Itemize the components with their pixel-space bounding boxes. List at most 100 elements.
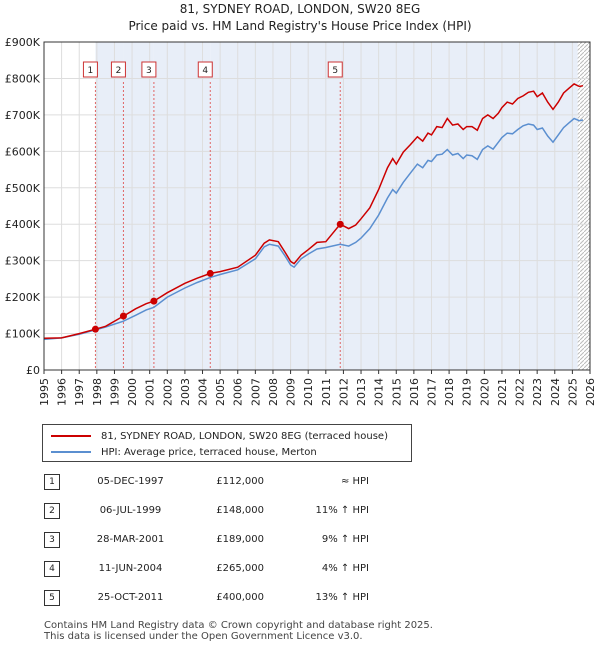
x-tick-label: 2003 xyxy=(179,378,192,406)
transaction-number-label: 5 xyxy=(332,66,338,76)
legend-label-hpi: HPI: Average price, terraced house, Mert… xyxy=(101,446,317,458)
table-row: 3 28-MAR-2001 £189,000 9% ↑ HPI xyxy=(42,532,382,561)
footer-line-copyright: Contains HM Land Registry data © Crown c… xyxy=(44,620,433,631)
x-tick-label: 2011 xyxy=(320,378,333,406)
x-tick-label: 2017 xyxy=(425,378,438,406)
x-tick-label: 2021 xyxy=(496,378,509,406)
chart-legend: 81, SYDNEY ROAD, LONDON, SW20 8EG (terra… xyxy=(42,424,412,462)
transaction-marker-badge: 3 xyxy=(44,532,60,548)
transaction-price: £148,000 xyxy=(216,505,264,516)
y-tick-label: £500K xyxy=(5,182,41,195)
x-tick-label: 2023 xyxy=(531,378,544,406)
x-tick-label: 2015 xyxy=(390,378,403,406)
x-tick-label: 2010 xyxy=(302,378,315,406)
transaction-date: 05-DEC-1997 xyxy=(97,476,164,487)
footer-credits: Contains HM Land Registry data © Crown c… xyxy=(44,620,433,642)
table-row: 4 11-JUN-2004 £265,000 4% ↑ HPI xyxy=(42,561,382,590)
x-tick-label: 2006 xyxy=(232,378,245,406)
x-tick-label: 2016 xyxy=(408,378,421,406)
legend-item-hpi: HPI: Average price, terraced house, Mert… xyxy=(51,445,317,459)
x-tick-label: 1996 xyxy=(56,378,69,406)
legend-item-property: 81, SYDNEY ROAD, LONDON, SW20 8EG (terra… xyxy=(51,429,388,443)
y-tick-label: £900K xyxy=(5,36,41,49)
transaction-price: £400,000 xyxy=(216,592,264,603)
transaction-hpi-comparison: 4% ↑ HPI xyxy=(321,563,369,574)
x-tick-label: 2009 xyxy=(285,378,298,406)
y-tick-label: £100K xyxy=(5,328,41,341)
y-tick-label: £200K xyxy=(5,291,41,304)
transaction-hpi-comparison: ≈ HPI xyxy=(340,476,369,487)
ownership-band xyxy=(95,42,124,370)
transaction-point xyxy=(150,297,158,305)
transaction-number-box xyxy=(141,61,157,78)
transaction-date: 25-OCT-2011 xyxy=(97,592,164,603)
transaction-number-box xyxy=(82,61,98,78)
ownership-band xyxy=(210,42,341,370)
transaction-number-box xyxy=(327,61,343,78)
table-row: 1 05-DEC-1997 £112,000 ≈ HPI xyxy=(42,474,382,503)
chart-subtitle: Price paid vs. HM Land Registry's House … xyxy=(128,19,471,33)
series-line-hpi xyxy=(43,117,584,341)
ownership-band xyxy=(340,42,578,370)
ownership-band xyxy=(123,42,154,370)
legend-label-property: 81, SYDNEY ROAD, LONDON, SW20 8EG (terra… xyxy=(101,430,388,442)
transaction-date: 28-MAR-2001 xyxy=(96,534,165,545)
transaction-point xyxy=(336,220,344,228)
future-hatch-area xyxy=(577,42,590,370)
plot-frame xyxy=(43,41,591,371)
x-tick-label: 2019 xyxy=(461,378,474,406)
x-tick-label: 2014 xyxy=(373,378,386,406)
y-tick-label: £700K xyxy=(5,109,41,122)
transaction-point xyxy=(206,269,214,277)
transaction-marker-badge: 2 xyxy=(44,503,60,519)
ownership-band xyxy=(153,42,211,370)
transaction-number-label: 3 xyxy=(146,66,152,76)
x-tick-label: 2000 xyxy=(126,378,139,406)
transaction-point xyxy=(91,325,99,333)
transaction-marker-badge: 4 xyxy=(44,561,60,577)
x-tick-label: 2007 xyxy=(249,378,262,406)
transaction-price: £265,000 xyxy=(216,563,264,574)
y-tick-label: £300K xyxy=(5,255,41,268)
y-tick-label: £400K xyxy=(5,218,41,231)
y-tick-label: £0 xyxy=(26,364,40,377)
x-tick-label: 2013 xyxy=(355,378,368,406)
x-tick-label: 2008 xyxy=(267,378,280,406)
table-row: 2 06-JUL-1999 £148,000 11% ↑ HPI xyxy=(42,503,382,532)
transaction-price: £112,000 xyxy=(216,476,264,487)
transaction-price: £189,000 xyxy=(216,534,264,545)
x-tick-label: 2005 xyxy=(214,378,227,406)
legend-swatch-hpi xyxy=(51,451,91,453)
transaction-date: 11-JUN-2004 xyxy=(98,563,163,574)
transaction-point xyxy=(119,312,127,320)
x-tick-label: 1998 xyxy=(91,378,104,406)
transaction-hpi-comparison: 9% ↑ HPI xyxy=(321,534,369,545)
chart-title: 81, SYDNEY ROAD, LONDON, SW20 8EG xyxy=(180,2,421,16)
y-tick-label: £800K xyxy=(5,72,41,85)
x-tick-label: 2012 xyxy=(337,378,350,406)
series-line-property xyxy=(43,83,584,340)
x-tick-label: 2018 xyxy=(443,378,456,406)
transaction-marker-badge: 5 xyxy=(44,590,60,606)
x-tick-label: 2004 xyxy=(197,378,210,406)
transaction-number-label: 1 xyxy=(88,66,94,76)
x-tick-label: 1999 xyxy=(108,378,121,406)
price-chart: 81, SYDNEY ROAD, LONDON, SW20 8EG Price … xyxy=(5,2,597,406)
transactions-table: 1 05-DEC-1997 £112,000 ≈ HPI 2 06-JUL-19… xyxy=(42,474,382,619)
x-tick-label: 1995 xyxy=(38,378,51,406)
transaction-hpi-comparison: 13% ↑ HPI xyxy=(315,592,369,603)
x-tick-label: 2001 xyxy=(144,378,157,406)
x-tick-label: 2020 xyxy=(478,378,491,406)
transaction-number-label: 2 xyxy=(116,66,122,76)
transaction-number-box xyxy=(197,61,213,78)
x-tick-label: 2025 xyxy=(566,378,579,406)
transaction-number-label: 4 xyxy=(202,66,208,76)
legend-swatch-property xyxy=(51,435,91,437)
transaction-marker-badge: 1 xyxy=(44,474,60,490)
table-row: 5 25-OCT-2011 £400,000 13% ↑ HPI xyxy=(42,590,382,619)
transaction-number-box xyxy=(110,61,126,78)
x-tick-label: 2026 xyxy=(584,378,597,406)
x-tick-label: 2024 xyxy=(549,378,562,406)
x-tick-label: 2002 xyxy=(161,378,174,406)
y-tick-label: £600K xyxy=(5,145,41,158)
